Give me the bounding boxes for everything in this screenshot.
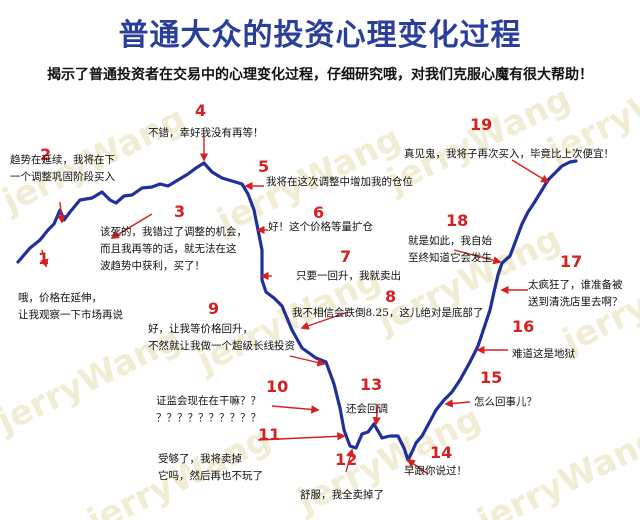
- stage-10-number: 10: [266, 377, 288, 396]
- stage-11-number: 11: [258, 425, 280, 444]
- stage-2-label: 一个调整巩固阶段买入: [10, 170, 115, 183]
- stage-6-number: 6: [313, 203, 324, 222]
- stage-1-label: 哦，价格在延伸，: [18, 291, 102, 304]
- stage-18-arrow: [453, 249, 502, 265]
- stage-15-number: 15: [480, 368, 502, 387]
- stage-19-number: 19: [470, 115, 492, 134]
- stage-11-label: 受够了，我将卖掉: [158, 452, 242, 465]
- stage-15-arrow: [444, 399, 471, 408]
- stage-7-number: 7: [340, 247, 351, 266]
- stage-8-arrow: [300, 311, 349, 330]
- stage-17-label: 送到清洗店里去啊？: [528, 295, 623, 308]
- stage-15-label: 怎么回事儿？: [474, 395, 537, 408]
- stage-2-arrow: [57, 201, 66, 224]
- stage-1-number: 1: [38, 249, 49, 268]
- stage-16-number: 16: [512, 317, 534, 336]
- stage-2-number: 2: [40, 145, 51, 164]
- stage-14-arrow: [406, 459, 429, 475]
- stage-16-label: 难道这是地狱: [512, 347, 575, 360]
- stage-1-label: 让我观察一下市场再说: [18, 308, 123, 321]
- stage-5-number: 5: [258, 157, 269, 176]
- stage-9-arrow: [289, 355, 326, 367]
- stage-10-arrow: [271, 405, 320, 414]
- stage-17-label: 太疯狂了，谁准备被: [528, 278, 623, 291]
- stage-9-number: 9: [208, 299, 219, 318]
- stage-9-label: 好，让我等价格回升，: [148, 322, 253, 335]
- stage-12-arrow: [345, 448, 355, 473]
- stage-18-label: 至终知道它会发生: [408, 251, 492, 264]
- arrow-layer: [40, 135, 550, 475]
- stage-5-label: 我将在这次调整中增加我的仓位: [266, 175, 413, 188]
- stage-4-number: 4: [195, 101, 206, 120]
- stage-text-layer: 哦，价格在延伸， 让我观察一下市场再说 趋势在延续，我将在下一个调整巩固阶段买入该死…: [10, 126, 623, 501]
- stage-1-arrow: [40, 249, 49, 268]
- stage-19-label: 真见鬼，我将子再次买入，毕竟比上次便宜！: [404, 147, 614, 160]
- stage-19-arrow: [511, 159, 550, 183]
- diagram-subtitle: 揭示了普通投资者在交易中的心理变化过程，仔细研究哦，对我们克服心魔有很大帮助！: [47, 67, 593, 83]
- stage-4-label: 不错，幸好我没有再等！: [148, 126, 264, 139]
- stage-14-label: 早跟你说过！: [404, 464, 467, 477]
- stage-7-label: 只要一回升，我就卖出: [296, 269, 401, 282]
- stage-8-label: 我不相信会跌倒8.25，这儿绝对是底部了: [292, 306, 483, 319]
- stage-17-number: 17: [560, 252, 582, 271]
- stage-13-number: 13: [360, 375, 382, 394]
- stage-10-label: 证监会现在在干嘛？？: [156, 394, 261, 407]
- stage-3-number: 3: [174, 202, 185, 221]
- diagram-title: 普通大众的投资心理变化过程: [118, 18, 522, 53]
- stage-3-label: 而且我再等的话，就无法在这: [100, 242, 237, 255]
- stage-11-arrow: [257, 432, 346, 441]
- stage-3-label: 该死的，我错过了调整的机会，: [100, 225, 247, 238]
- stage-11-label: 它吗，然后再也不玩了: [158, 469, 263, 482]
- stage-13-label: 还会回调: [346, 402, 388, 415]
- stage-12-number: 12: [335, 450, 357, 469]
- stage-3-label: 波趋势中获利，买了！: [100, 259, 205, 272]
- stage-10-label: ？？？？？？？？？？: [156, 412, 261, 424]
- stage-9-label: 不然就让我做一个超级长线投资: [148, 339, 295, 352]
- stage-6-label: 好！这个价格等量扩仓: [268, 220, 373, 233]
- stage-8-number: 8: [385, 287, 396, 306]
- stage-18-number: 18: [446, 211, 468, 230]
- stage-13-arrow: [372, 403, 381, 426]
- stage-18-label: 就是如此，我自始: [408, 234, 492, 247]
- stage-2-label: 趋势在延续，我将在下: [10, 153, 115, 166]
- stage-3-arrow: [110, 213, 153, 239]
- stage-12-label: 舒服，我全卖掉了: [300, 488, 384, 501]
- price-curve: [16, 159, 578, 462]
- stage-14-number: 14: [430, 443, 452, 462]
